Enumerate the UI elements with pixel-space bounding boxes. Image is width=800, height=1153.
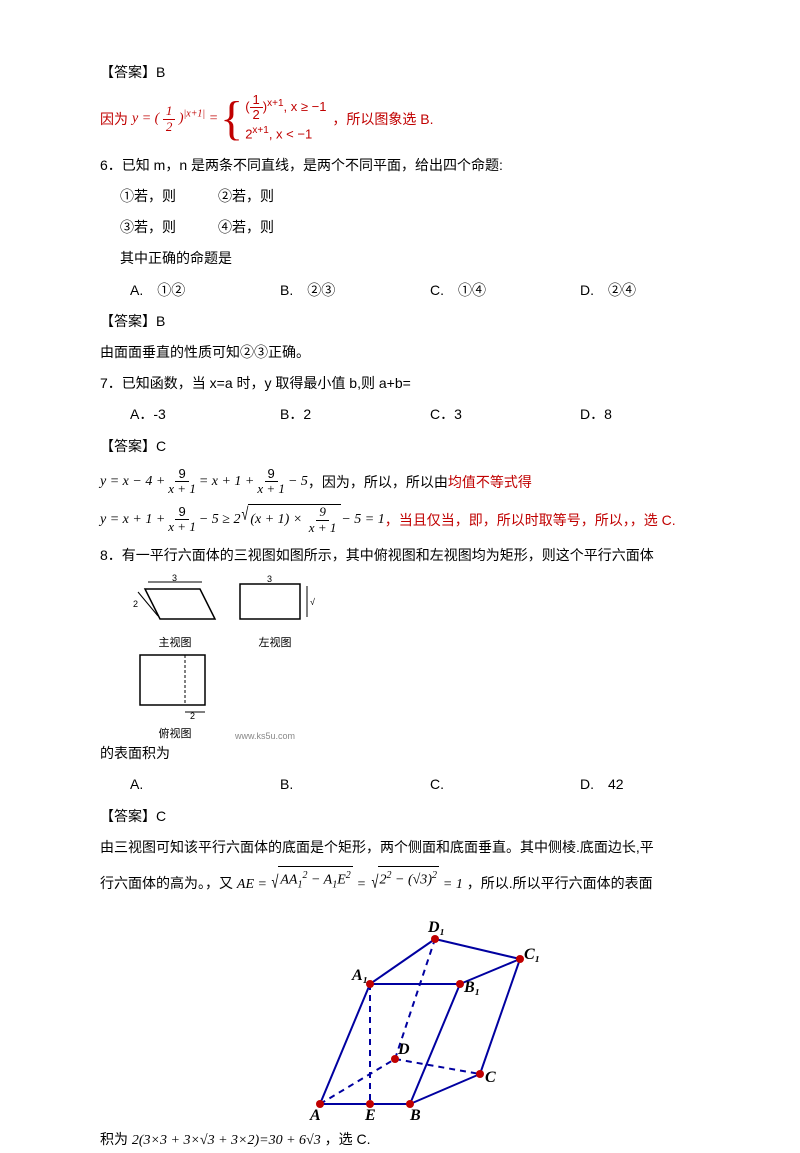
q7-opt-a: A．-3 (130, 402, 210, 427)
top-view-label: 俯视图 (130, 725, 220, 741)
q8-stem2: 的表面积为 (100, 741, 170, 766)
top-view: 2 俯视图 (130, 650, 220, 741)
q5-answer: 【答案】B (100, 60, 740, 85)
q5-formula: 因为 y = ( 12 )|x+1| = { (12)x+1, x ≥ −1 2… (100, 93, 740, 145)
main-view: 3 2 主视图 (130, 574, 220, 650)
q7-f1: y = x − 4 + 9x + 1 = x + 1 + 9x + 1 − 5 … (100, 467, 740, 497)
q6-l3: 其中正确的命题是 (120, 246, 740, 271)
q5-cases: (12)x+1, x ≥ −1 2x+1, x < −1 (245, 93, 326, 145)
label-D: D (397, 1041, 410, 1058)
dim-sqrt3-text: √3 (310, 597, 315, 607)
q5-exp1: |x+1| (184, 109, 206, 120)
q5-explain-suffix: ，所以图象选 B. (332, 109, 433, 129)
q8-opt-d: D. 42 (580, 772, 660, 797)
q7-f2-red: ，当且仅当，即，所以时取等号，所以，，选 C. (385, 510, 676, 530)
q8-explain3: 积为 2(3×3 + 3×√3 + 3×2)=30 + 6√3 ，选 C. (100, 1127, 740, 1153)
q6-opt-a: A. ①② (130, 278, 210, 303)
q8-opt-c: C. (430, 772, 510, 797)
q6-explain: 由面面垂直的性质可知②③正确。 (100, 340, 740, 365)
q7-f2: y = x + 1 + 9x + 1 − 5 ≥ 2 √ (x + 1) × 9… (100, 504, 740, 535)
dim-3-text: 3 (172, 574, 177, 583)
q7-options: A．-3 B．2 C．3 D．8 (130, 402, 740, 427)
q5-lhs: y = ( (132, 111, 159, 126)
sqrt-icon: √AA12 − A1E2 (270, 866, 352, 898)
q7-redtail: 均值不等式得 (448, 472, 532, 492)
main-view-label: 主视图 (130, 634, 220, 650)
label-C: C (485, 1069, 496, 1086)
q8-stem: 8．有一平行六面体的三视图如图所示，其中俯视图和左视图均为矩形，则这个平行六面体 (100, 543, 740, 568)
q6-options: A. ①② B. ②③ C. ①④ D. ②④ (130, 278, 740, 303)
left-view-label: 左视图 (235, 634, 315, 650)
q6-l1: ①若，则 ②若，则 (120, 184, 740, 209)
label-E: E (364, 1107, 376, 1124)
q8-answer: 【答案】C (100, 804, 740, 829)
q8-opt-b: B. (280, 772, 360, 797)
label-A1: A₁ (351, 967, 368, 984)
q7-opt-c: C．3 (430, 402, 510, 427)
q8-explain2: 行六面体的高为。，又 AE = √AA12 − A1E2 = √22 − (√3… (100, 866, 740, 898)
q6-stem: 6．已知 m，n 是两条不同直线，是两个不同平面，给出四个命题: (100, 153, 740, 178)
q6-opt-d: D. ②④ (580, 278, 660, 303)
sqrt-icon: √ (x + 1) × 9x + 1 (240, 504, 341, 535)
sqrt-icon: √22 − (√3)2 (370, 866, 439, 898)
dim-2-text: 2 (133, 599, 138, 609)
dim-3-text2: 3 (267, 574, 272, 584)
q7-opt-d: D．8 (580, 402, 660, 427)
watermark: www.ks5u.com (235, 731, 295, 741)
q8-explain1: 由三视图可知该平行六面体的底面是个矩形，两个侧面和底面垂直。其中侧棱.底面边长,… (100, 835, 740, 860)
q7-answer: 【答案】C (100, 434, 740, 459)
q8-options: A. B. C. D. 42 (130, 772, 740, 797)
prism-figure: A E B C D A₁ B₁ C₁ D₁ (280, 904, 740, 1127)
q6-l2: ③若，则 ④若，则 (120, 215, 740, 240)
q6-answer: 【答案】B (100, 309, 740, 334)
q7-stem: 7．已知函数，当 x=a 时，y 取得最小值 b,则 a+b= (100, 371, 740, 396)
label-B1: B₁ (463, 979, 480, 996)
q6-opt-b: B. ②③ (280, 278, 360, 303)
left-view: √3 3 左视图 (235, 574, 315, 650)
q7-opt-b: B．2 (280, 402, 360, 427)
brace-icon: { (220, 95, 243, 143)
label-D1: D₁ (427, 919, 445, 936)
three-views: 3 2 主视图 √3 3 左视图 2 俯视图 www.ks5u.com (130, 574, 740, 741)
q6-opt-c: C. ①④ (430, 278, 510, 303)
q5-explain-prefix: 因为 (100, 109, 128, 129)
q5-eq: = (209, 111, 218, 126)
label-A: A (309, 1107, 321, 1124)
svg-text:2: 2 (190, 711, 195, 720)
q8-opt-a: A. (130, 772, 210, 797)
label-C1: C₁ (524, 946, 540, 963)
q5-frac1: 12 (163, 104, 176, 134)
label-B: B (409, 1107, 421, 1124)
